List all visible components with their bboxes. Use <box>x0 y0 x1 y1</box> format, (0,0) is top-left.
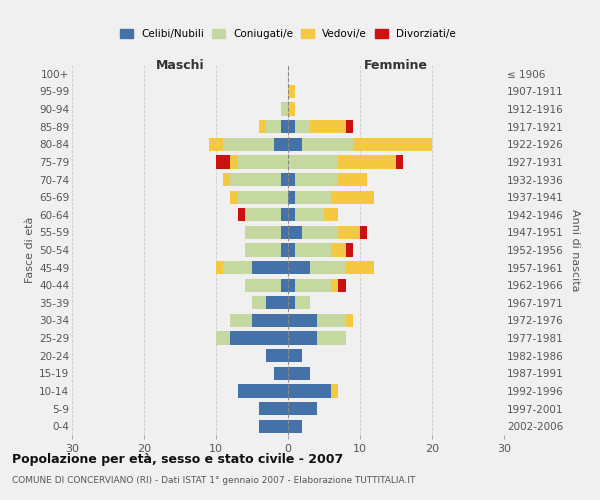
Bar <box>295 173 338 186</box>
Bar <box>288 349 302 362</box>
Bar <box>295 208 324 222</box>
Bar <box>288 173 295 186</box>
Bar <box>230 173 281 186</box>
Bar <box>238 384 288 398</box>
Bar <box>281 244 288 256</box>
Bar <box>274 138 288 151</box>
Bar <box>288 120 295 134</box>
Bar <box>288 402 317 415</box>
Bar <box>281 102 288 116</box>
Text: Femmine: Femmine <box>364 59 428 72</box>
Bar <box>216 332 230 344</box>
Bar <box>223 138 274 151</box>
Bar <box>281 208 288 222</box>
Bar <box>331 384 338 398</box>
Bar <box>346 314 353 327</box>
Bar <box>230 314 252 327</box>
Bar <box>245 208 281 222</box>
Bar <box>288 420 302 433</box>
Bar <box>346 244 353 256</box>
Bar <box>238 208 245 222</box>
Bar <box>288 366 310 380</box>
Bar <box>338 278 346 292</box>
Bar <box>288 102 295 116</box>
Bar <box>259 420 288 433</box>
Bar <box>288 156 338 168</box>
Bar <box>281 120 288 134</box>
Bar <box>396 156 403 168</box>
Bar <box>245 226 281 239</box>
Text: COMUNE DI CONCERVIANO (RI) - Dati ISTAT 1° gennaio 2007 - Elaborazione TUTTITALI: COMUNE DI CONCERVIANO (RI) - Dati ISTAT … <box>12 476 415 485</box>
Bar <box>266 120 281 134</box>
Bar <box>295 278 331 292</box>
Bar <box>331 278 338 292</box>
Bar <box>302 226 338 239</box>
Bar <box>346 261 374 274</box>
Bar <box>331 244 346 256</box>
Bar <box>281 173 288 186</box>
Bar <box>288 278 295 292</box>
Bar <box>274 366 288 380</box>
Bar <box>338 173 367 186</box>
Y-axis label: Fasce di età: Fasce di età <box>25 217 35 283</box>
Bar <box>288 190 295 204</box>
Bar <box>338 226 360 239</box>
Bar <box>288 384 331 398</box>
Legend: Celibi/Nubili, Coniugati/e, Vedovi/e, Divorziati/e: Celibi/Nubili, Coniugati/e, Vedovi/e, Di… <box>117 26 459 42</box>
Bar <box>209 138 223 151</box>
Bar <box>216 156 230 168</box>
Bar <box>259 402 288 415</box>
Text: Popolazione per età, sesso e stato civile - 2007: Popolazione per età, sesso e stato civil… <box>12 452 343 466</box>
Bar <box>281 226 288 239</box>
Bar <box>324 208 338 222</box>
Bar <box>288 138 302 151</box>
Bar <box>295 120 310 134</box>
Bar <box>252 296 266 310</box>
Bar <box>230 156 238 168</box>
Bar <box>259 120 266 134</box>
Bar <box>245 278 281 292</box>
Bar <box>288 244 295 256</box>
Bar <box>230 332 288 344</box>
Bar <box>295 190 331 204</box>
Bar <box>317 332 346 344</box>
Bar <box>317 314 346 327</box>
Bar <box>238 156 288 168</box>
Bar <box>288 85 295 98</box>
Bar <box>216 261 223 274</box>
Bar <box>288 314 317 327</box>
Bar <box>360 226 367 239</box>
Bar <box>295 244 331 256</box>
Bar <box>295 296 310 310</box>
Bar <box>281 278 288 292</box>
Bar <box>252 314 288 327</box>
Bar <box>346 120 353 134</box>
Y-axis label: Anni di nascita: Anni di nascita <box>571 209 580 291</box>
Bar <box>288 296 295 310</box>
Bar <box>310 120 346 134</box>
Bar <box>353 138 432 151</box>
Bar <box>223 261 252 274</box>
Bar <box>266 349 288 362</box>
Bar <box>223 173 230 186</box>
Bar <box>302 138 353 151</box>
Bar <box>288 226 302 239</box>
Text: Maschi: Maschi <box>155 59 205 72</box>
Bar <box>245 244 281 256</box>
Bar <box>331 190 374 204</box>
Bar <box>288 261 310 274</box>
Bar <box>266 296 288 310</box>
Bar <box>252 261 288 274</box>
Bar <box>288 332 317 344</box>
Bar <box>230 190 238 204</box>
Bar <box>338 156 396 168</box>
Bar <box>288 208 295 222</box>
Bar <box>238 190 288 204</box>
Bar <box>310 261 346 274</box>
